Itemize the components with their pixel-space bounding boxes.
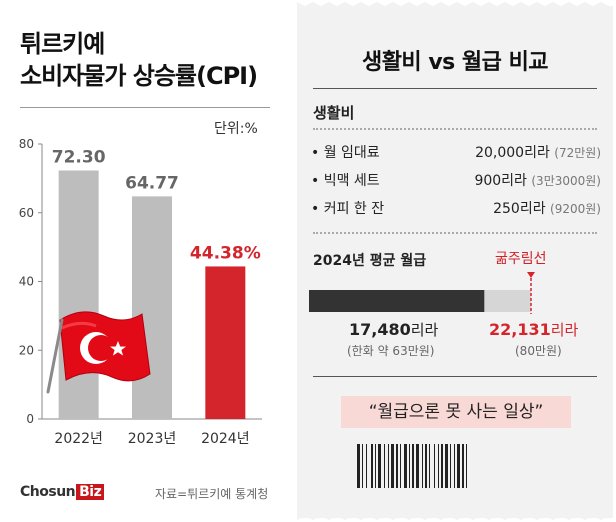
y-tick-label: 20 — [19, 343, 34, 357]
receipt-divider-top — [313, 88, 597, 89]
cost-krw: (9200원) — [550, 202, 601, 216]
cost-price: 250리라 (9200원) — [493, 198, 601, 218]
cost-price: 900리라 (3만3000원) — [474, 170, 601, 190]
cost-krw: (3만3000원) — [531, 174, 601, 188]
hunger-line-arrow — [527, 272, 535, 278]
x-tick-label: 2024년 — [201, 431, 250, 447]
source-credit: 자료=튀르키예 통계청 — [155, 487, 269, 501]
cost-krw: (72만원) — [554, 146, 601, 160]
bar-2022년 — [58, 170, 99, 419]
avg-wage-number: 17,480 — [349, 320, 411, 339]
x-tick-label: 2023년 — [128, 431, 177, 447]
hunger-line-value: 22,131리라 — [489, 319, 578, 340]
cpi-bar-chart: 0 20 40 60 80 72.30 2022년 64.77 2023년 44.38% 2024… — [19, 137, 262, 447]
chart-title-line2: 소비자물가 상승률(CPI) — [20, 62, 258, 90]
receipt-divider-bottom — [313, 376, 597, 377]
avg-wage-krw: (한화 약 63만원) — [347, 344, 435, 358]
logo-biz: Biz — [76, 484, 105, 500]
bar-2024년 — [205, 266, 246, 419]
hunger-line-unit: 리라 — [550, 321, 579, 339]
y-tick-label: 40 — [19, 275, 34, 289]
bars-group: 72.30 2022년 64.77 2023년 44.38% 2024년 — [52, 147, 261, 447]
cost-price: 20,000리라 (72만원) — [475, 142, 601, 162]
avg-wage-value: 17,480리라 — [349, 319, 438, 340]
cost-item: • 빅맥 세트 — [311, 173, 380, 189]
y-tick-label: 60 — [19, 206, 34, 220]
chart-title: 튀르키예 소비자물가 상승률(CPI) — [20, 28, 258, 92]
logo-chosun: Chosun — [20, 484, 76, 500]
living-cost-heading: 생활비 — [313, 104, 355, 122]
x-tick-label: 2022년 — [54, 431, 103, 447]
cost-row-rent: • 월 임대료 20,000리라 (72만원) — [311, 142, 601, 164]
bar-value-label: 72.30 — [52, 147, 106, 167]
wage-comparison-bar — [309, 272, 535, 314]
y-tick-label: 0 — [26, 412, 34, 426]
avg-wage-unit: 리라 — [410, 321, 439, 339]
dotted-divider — [313, 128, 597, 130]
chart-title-line1: 튀르키예 — [20, 30, 105, 58]
chosunbiz-logo: Chosun Biz — [20, 484, 105, 500]
dotted-divider — [313, 232, 597, 234]
cost-lira: 900리라 — [474, 173, 527, 189]
cost-item: • 월 임대료 — [311, 145, 380, 161]
cost-item: • 커피 한 잔 — [311, 201, 385, 217]
receipt-title: 생활비 vs 월급 비교 — [361, 50, 549, 75]
title-divider — [20, 107, 270, 108]
hunger-line-krw: (80만원) — [515, 344, 562, 358]
avg-wage-fill — [309, 290, 485, 312]
unit-label: 단위:% — [214, 121, 258, 137]
barcode-icon — [357, 444, 467, 488]
cost-row-bigmac: • 빅맥 세트 900리라 (3만3000원) — [311, 170, 601, 192]
cost-lira: 250리라 — [493, 201, 546, 217]
cpi-panel: 튀르키예 소비자물가 상승률(CPI) 단위:% 0 20 40 60 80 72.30… — [0, 0, 300, 522]
hunger-line-number: 22,131 — [489, 320, 551, 339]
hunger-line-label: 굶주림선 — [495, 251, 547, 267]
cost-lira: 20,000리라 — [475, 145, 550, 161]
wage-heading: 2024년 평균 월급 — [313, 253, 427, 269]
cost-row-coffee: • 커피 한 잔 250리라 (9200원) — [311, 198, 601, 220]
y-tick-label: 80 — [19, 137, 34, 151]
quote-banner: “월급으론 못 사는 일상” — [341, 396, 571, 428]
turkey-flag-icon — [46, 311, 151, 394]
receipt-panel: 생활비 vs 월급 비교 생활비 • 월 임대료 20,000리라 (72만원)… — [297, 6, 613, 518]
bar-value-label: 44.38% — [190, 243, 261, 263]
receipt-bottom-edge — [297, 514, 613, 520]
bar-2023년 — [132, 196, 172, 419]
bar-value-label: 64.77 — [125, 173, 179, 193]
